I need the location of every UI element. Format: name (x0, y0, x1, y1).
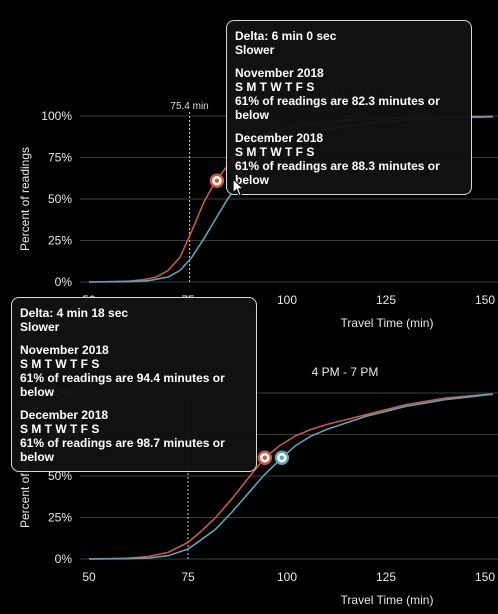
tooltip-delta: Delta: 4 min 18 sec (20, 306, 129, 320)
data-point-marker (209, 173, 225, 188)
x-tick-label: 125 (376, 570, 396, 584)
tooltip-period-a-days: S M T W T F S (20, 357, 100, 371)
arrow-cursor-icon (232, 178, 245, 197)
tooltip-delta: Delta: 6 min 0 sec (235, 29, 337, 43)
tooltip-period-a-days: S M T W T F S (235, 80, 315, 94)
marker-dot (279, 455, 285, 460)
tooltip-period-b-text: 61% of readings are 98.7 minutes or belo… (20, 436, 225, 464)
x-tick-label: 75 (181, 570, 195, 584)
x-axis-title: Travel Time (min) (341, 593, 434, 607)
reference-line-label: 75.4 min (170, 101, 208, 112)
marker-dot (262, 455, 268, 460)
x-tick-label: 100 (277, 293, 297, 307)
x-tick-label: 150 (475, 570, 495, 584)
marker-dot (214, 178, 220, 183)
data-point-marker (274, 450, 290, 465)
tooltip-period-a-text: 61% of readings are 94.4 minutes or belo… (20, 371, 225, 399)
x-tick-label: 150 (475, 293, 495, 307)
y-tick-label: 50% (48, 192, 72, 206)
tooltip-period-b-title: December 2018 (235, 131, 324, 145)
y-tick-label: 0% (55, 275, 73, 289)
y-axis-title: Percent of readings (18, 147, 32, 251)
x-tick-label: 125 (376, 293, 396, 307)
tooltip-period-a-text: 61% of readings are 82.3 minutes or belo… (235, 94, 440, 122)
tooltip-verdict: Slower (20, 320, 60, 334)
y-tick-label: 100% (41, 109, 72, 123)
x-tick-label: 100 (277, 570, 297, 584)
y-tick-label: 25% (48, 511, 72, 525)
tooltip-bottom-chart: Delta: 4 min 18 sec Slower November 2018… (11, 297, 257, 472)
tooltip-period-a-title: November 2018 (20, 343, 109, 357)
series-line-november-2018 (88, 393, 493, 560)
tooltip-period-b-title: December 2018 (20, 408, 109, 422)
tooltip-period-b-days: S M T W T F S (20, 422, 100, 436)
data-point-marker (257, 450, 273, 465)
y-tick-label: 75% (48, 151, 72, 165)
y-tick-label: 0% (55, 552, 73, 566)
y-tick-label: 25% (48, 234, 72, 248)
series-line-december-2018 (88, 393, 493, 560)
tooltip-period-b-days: S M T W T F S (235, 145, 315, 159)
x-tick-label: 50 (82, 570, 96, 584)
tooltip-period-b-text: 61% of readings are 88.3 minutes or belo… (235, 159, 440, 187)
tooltip-verdict: Slower (235, 43, 275, 57)
tooltip-period-a-title: November 2018 (235, 66, 324, 80)
x-axis-title: Travel Time (min) (341, 316, 434, 330)
y-tick-label: 50% (48, 469, 72, 483)
chart-subtitle: 4 PM - 7 PM (312, 365, 379, 379)
tooltip-top-chart: Delta: 6 min 0 sec Slower November 2018 … (226, 20, 472, 195)
